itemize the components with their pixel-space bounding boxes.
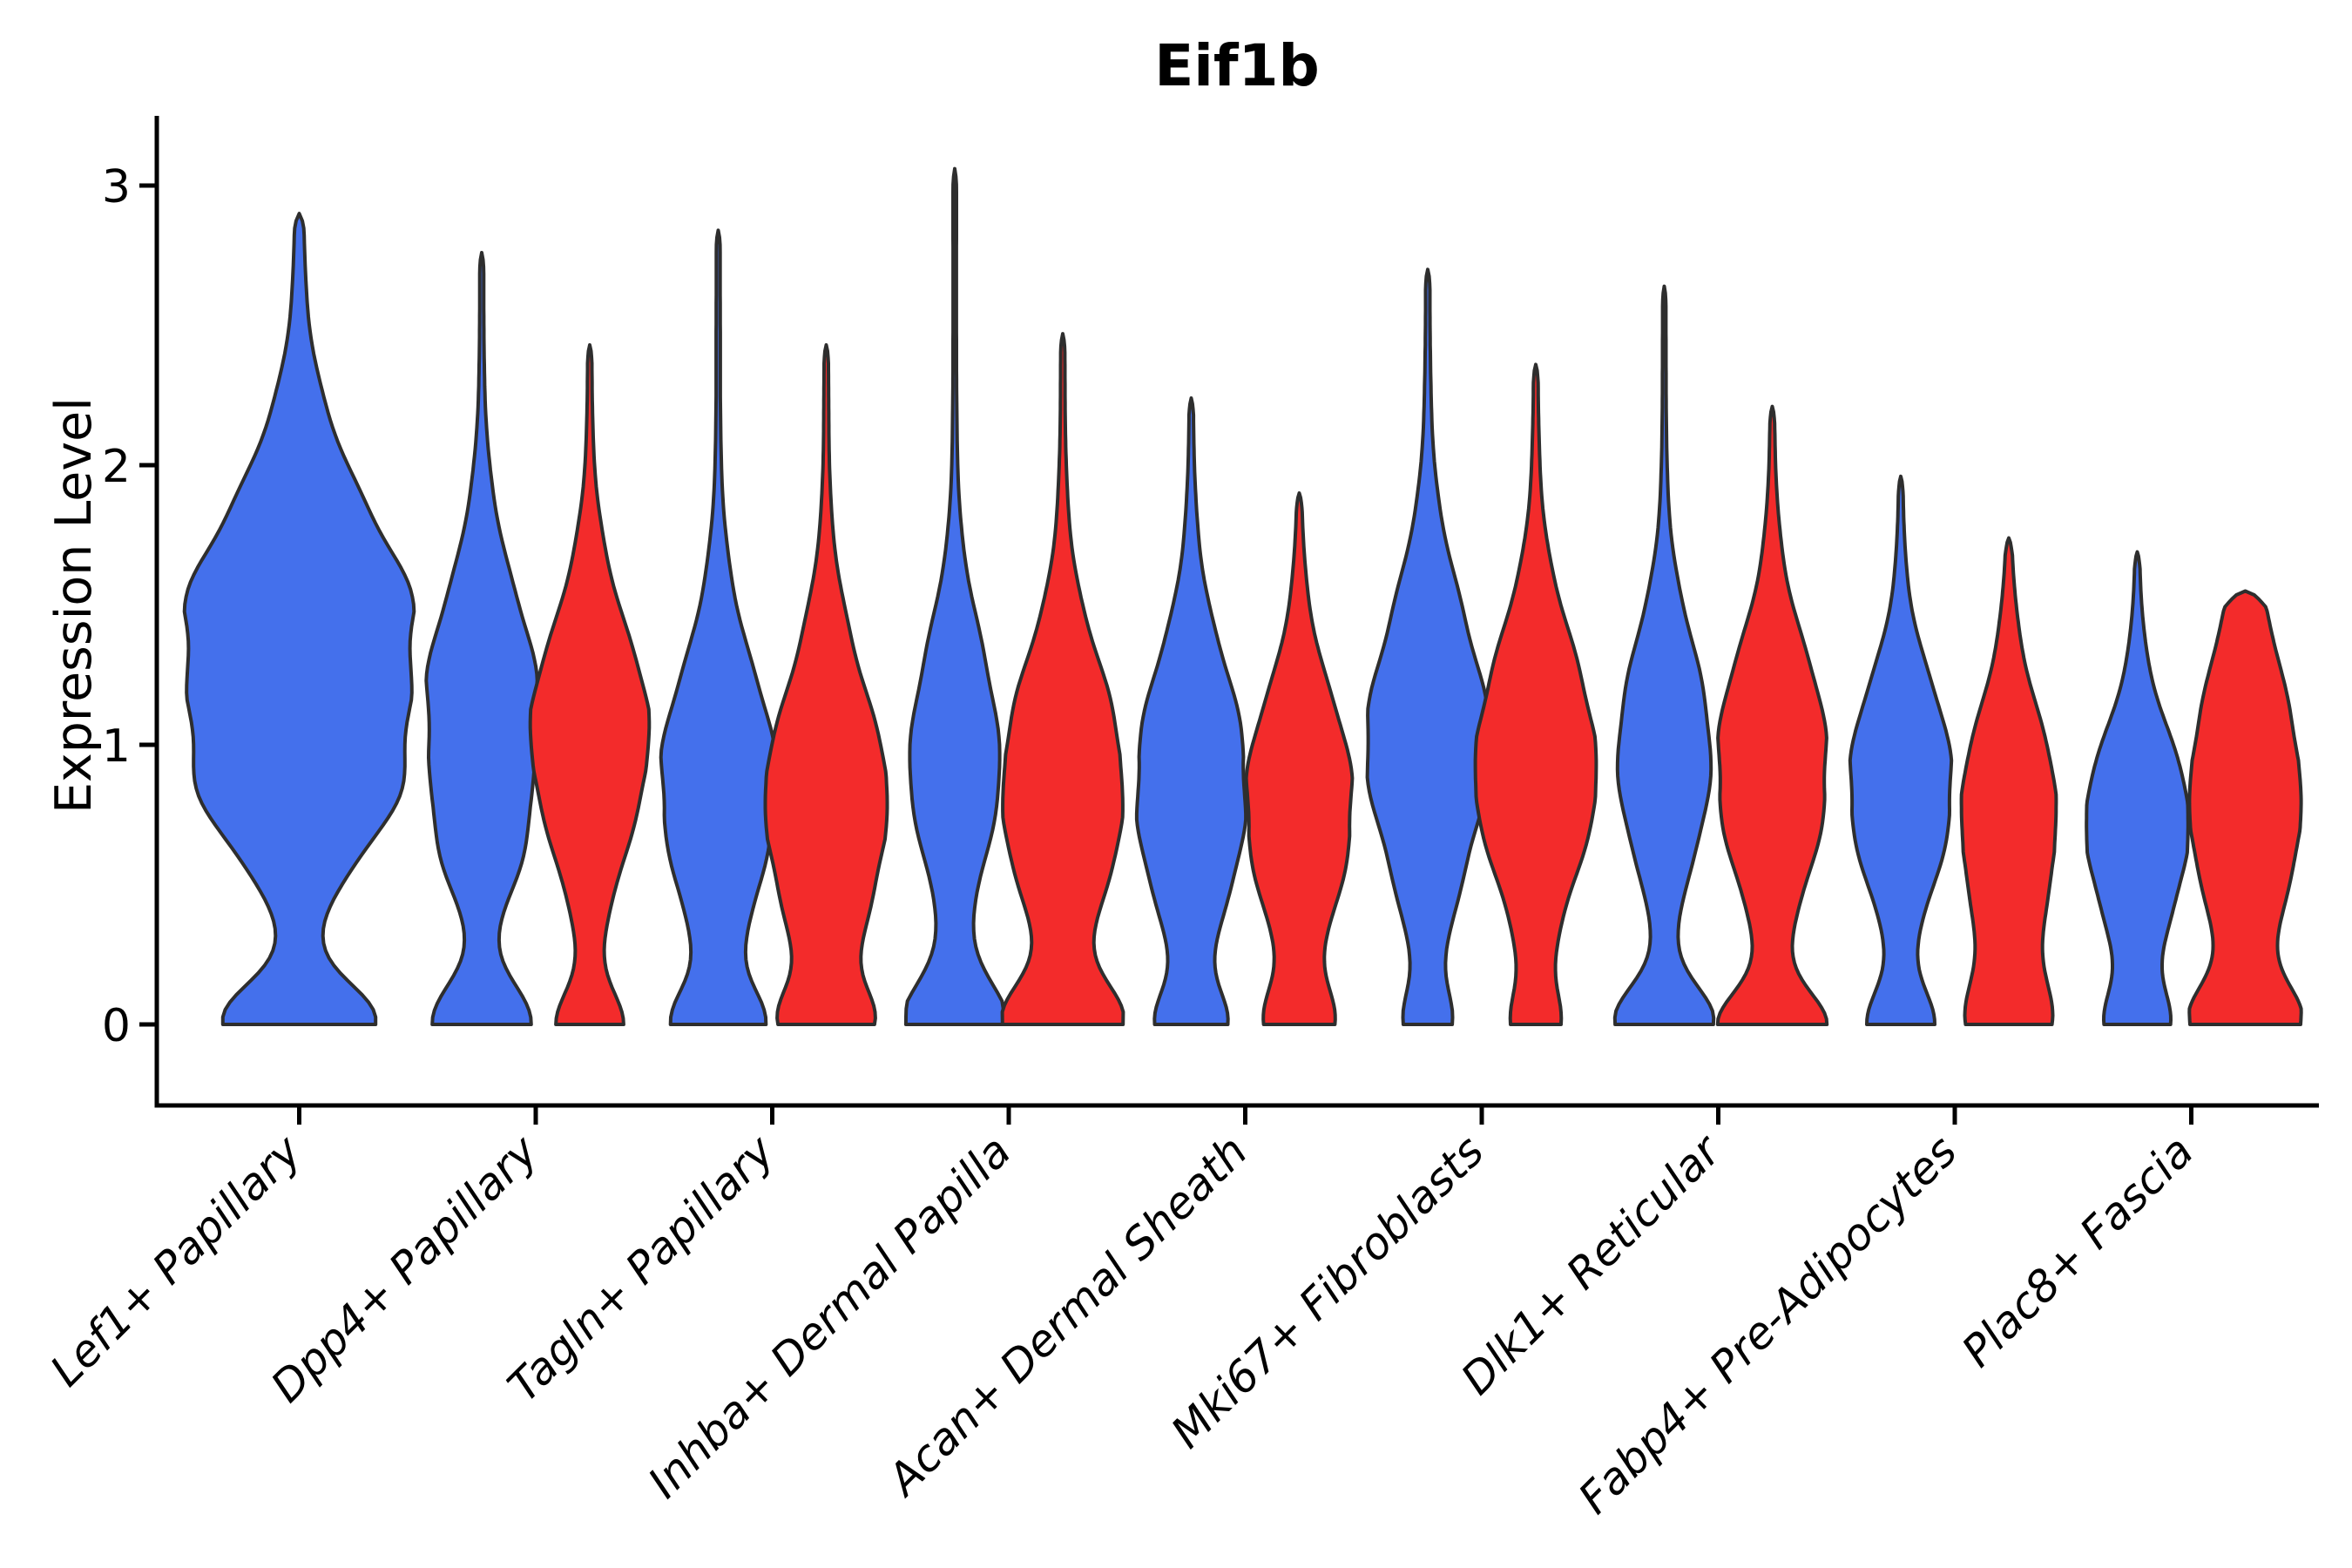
x-tick-label-dlk1-reticular: Dlk1+ Reticular bbox=[1451, 1124, 1732, 1404]
y-tick-label-2: 2 bbox=[102, 441, 131, 493]
violin-inhba-dermal-papilla-red bbox=[1000, 332, 1125, 1026]
violin-tagln-papillary-red bbox=[763, 343, 889, 1026]
x-tick-label-fabp4-pre-adipocytes: Fabp4+ Pre-Adipocytes bbox=[1569, 1125, 1967, 1524]
violin-dpp4-papillary-red bbox=[528, 343, 652, 1026]
violin-acan-dermal-sheath-red bbox=[1244, 491, 1355, 1026]
x-tick-label-lef1-papillary: Lef1+ Papillary bbox=[41, 1125, 312, 1396]
chart-title: Eif1b bbox=[1154, 32, 1320, 99]
y-tick-label-0: 0 bbox=[102, 1000, 131, 1052]
violin-mki67-fibroblasts-red bbox=[1473, 362, 1598, 1026]
axis-spines bbox=[154, 116, 2319, 1108]
violin-fabp4-pre-adipocytes-blue bbox=[1848, 474, 1954, 1026]
violins-layer bbox=[182, 166, 2303, 1026]
y-tick-label-3: 3 bbox=[102, 161, 131, 213]
violin-lef1-papillary-blue bbox=[182, 212, 416, 1026]
violin-tagln-papillary-blue bbox=[659, 228, 778, 1026]
violin-dlk1-reticular-blue bbox=[1612, 284, 1716, 1026]
y-tick-label-1: 1 bbox=[102, 720, 131, 773]
violin-inhba-dermal-papilla-blue bbox=[903, 166, 1006, 1026]
x-tick-label-plac8-fascia: Plac8+ Fascia bbox=[1952, 1125, 2203, 1376]
violin-dlk1-reticular-red bbox=[1715, 404, 1829, 1026]
violin-acan-dermal-sheath-blue bbox=[1134, 396, 1248, 1026]
violin-fabp4-pre-adipocytes-red bbox=[1959, 536, 2058, 1026]
violin-dpp4-papillary-blue bbox=[424, 251, 539, 1026]
violin-mki67-fibroblasts-blue bbox=[1365, 267, 1490, 1026]
violin-plac8-fascia-red bbox=[2187, 589, 2303, 1026]
y-axis-label: Expression Level bbox=[45, 397, 103, 814]
violin-plac8-fascia-blue bbox=[2085, 550, 2190, 1026]
